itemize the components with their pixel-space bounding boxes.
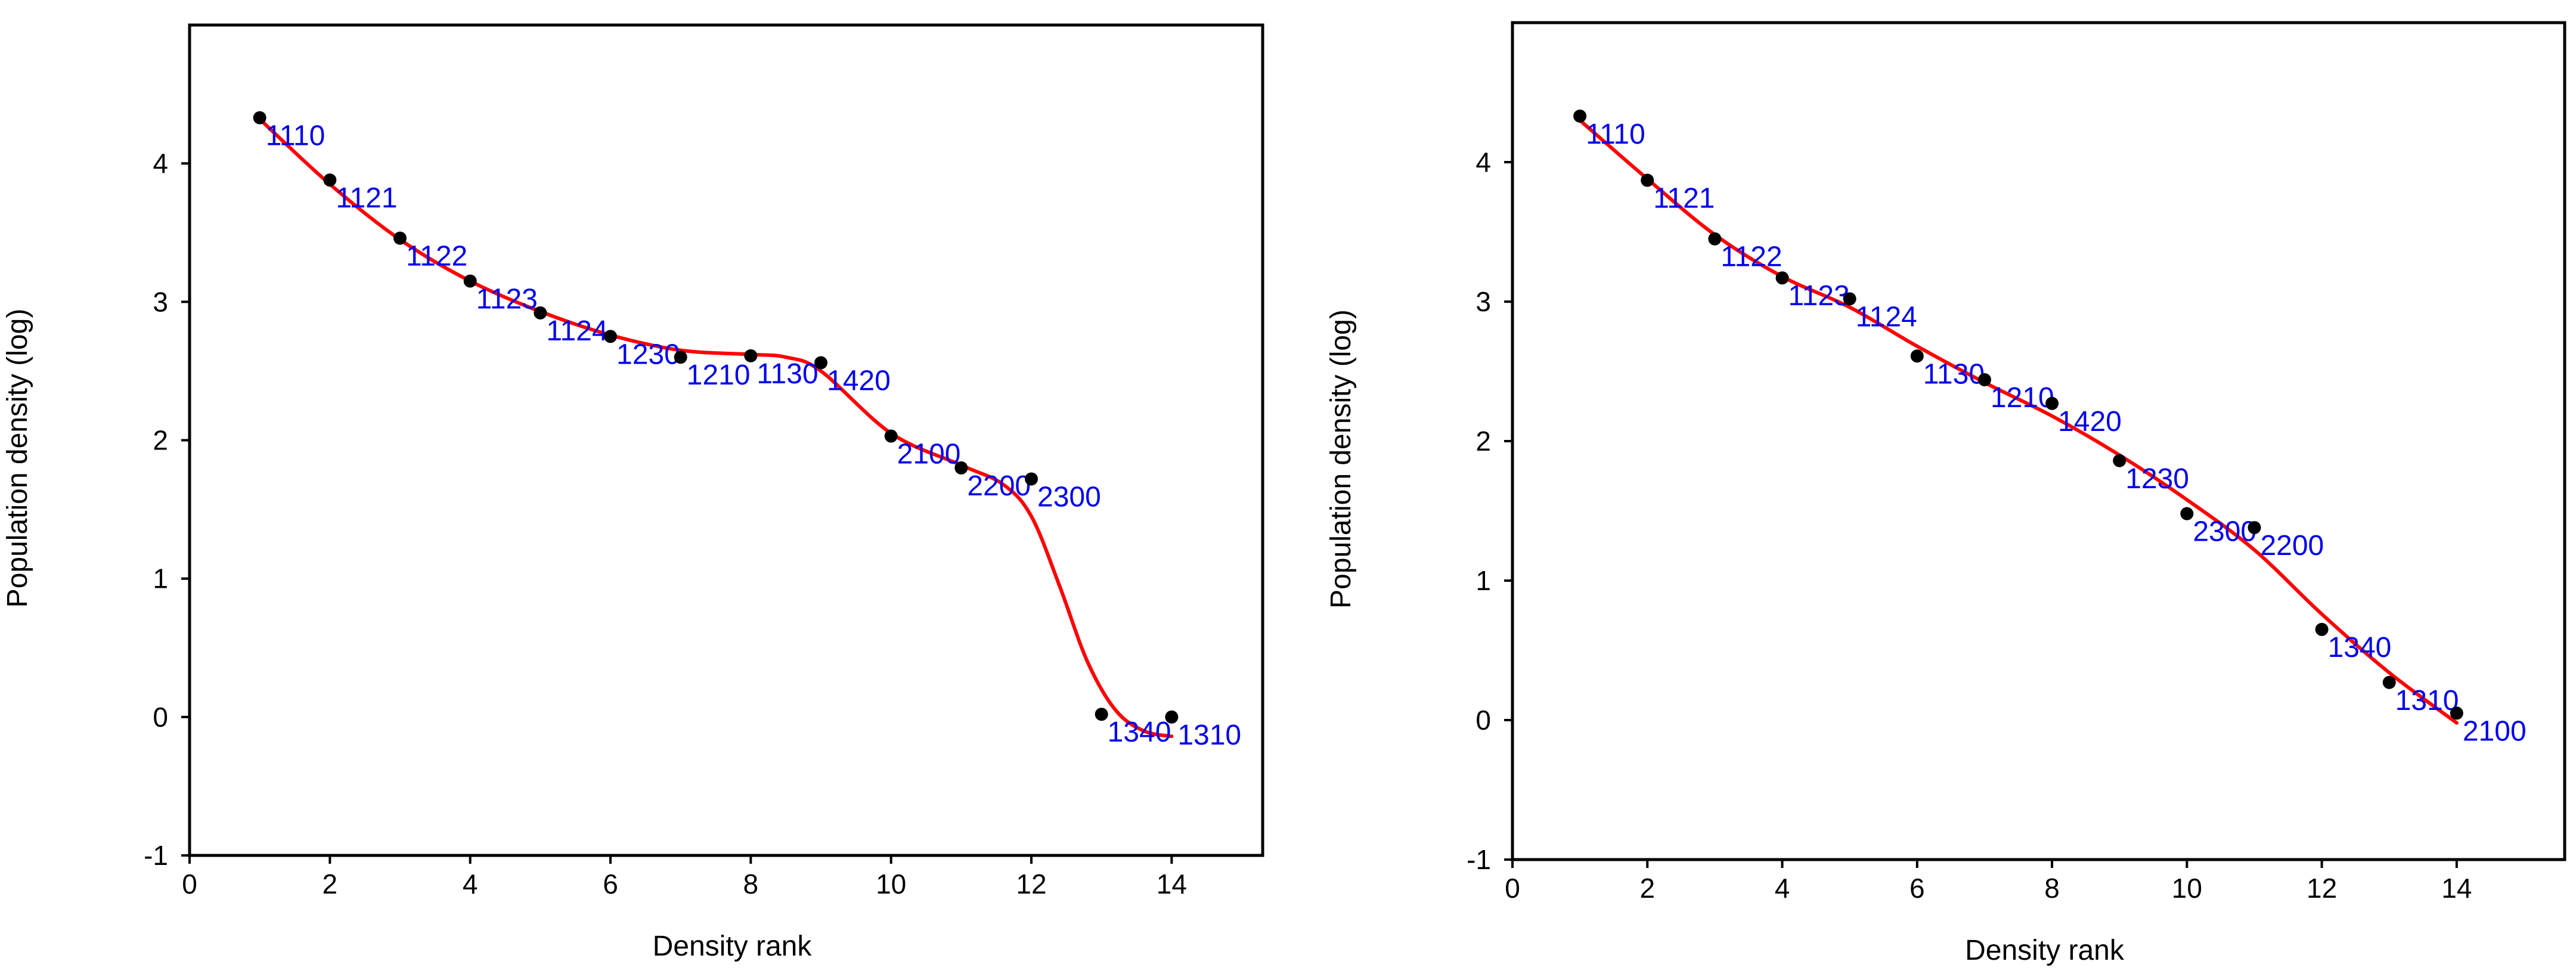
y-tick-label: 4: [1475, 147, 1491, 178]
data-point: [954, 461, 968, 475]
data-point-label: 1110: [266, 120, 326, 152]
x-tick-label: 6: [603, 869, 618, 900]
y-axis-title: Population density (log): [2, 309, 33, 608]
y-axis-title: Population density (log): [1325, 309, 1357, 609]
data-point: [1775, 271, 1789, 285]
x-tick-label: 4: [463, 869, 478, 900]
data-point-label: 1110: [1586, 119, 1645, 150]
data-point-label: 1124: [546, 315, 607, 347]
x-tick-label: 10: [2172, 873, 2202, 904]
data-point: [1977, 373, 1991, 387]
data-point-label: 1210: [1991, 382, 2054, 414]
data-point: [2450, 706, 2463, 720]
x-tick-label: 0: [182, 869, 197, 900]
data-point: [2045, 396, 2059, 410]
data-point-label: 1123: [1788, 280, 1850, 312]
data-point-label: 2300: [2193, 516, 2256, 548]
data-point-label: 1210: [687, 359, 751, 391]
data-point-label: 1230: [2125, 463, 2189, 495]
data-point: [463, 274, 477, 288]
data-point-label: 1130: [757, 358, 818, 390]
data-point: [604, 330, 617, 343]
data-point-label: 1121: [336, 182, 397, 214]
data-point-label: 1310: [2395, 685, 2459, 717]
y-tick-label: 2: [1475, 426, 1491, 457]
data-point-label: 1123: [476, 284, 538, 315]
data-point: [534, 306, 547, 320]
y-tick-label: 3: [153, 286, 168, 317]
y-tick-label: 1: [153, 563, 168, 594]
fit-curve: [258, 117, 1174, 739]
data-point: [253, 111, 266, 125]
x-tick-label: 8: [2044, 873, 2060, 904]
plot-frame: [1511, 21, 2566, 861]
data-point-label: 2100: [2463, 715, 2527, 747]
x-tick-label: 4: [1775, 873, 1790, 904]
data-point: [393, 231, 407, 245]
data-point: [1910, 349, 1924, 363]
data-point: [2113, 454, 2126, 467]
data-point-label: 2200: [2260, 530, 2324, 562]
data-point-label: 1130: [1923, 358, 1985, 390]
x-tick-label: 14: [2441, 873, 2472, 904]
data-point: [1095, 708, 1108, 721]
data-point: [814, 356, 827, 370]
plot-frame: [188, 23, 1264, 857]
y-tick-label: 4: [153, 148, 168, 179]
x-tick-label: 12: [1016, 869, 1046, 900]
x-tick-label: 8: [743, 869, 759, 900]
data-point: [323, 173, 337, 187]
data-point: [1708, 232, 1722, 246]
x-tick-label: 12: [2307, 873, 2337, 904]
data-point: [674, 351, 687, 364]
data-point-label: 1121: [1653, 182, 1715, 214]
data-point: [744, 349, 758, 362]
data-point-label: 1420: [827, 365, 891, 396]
data-point-label: 1340: [2328, 632, 2392, 663]
x-tick-label: 0: [1505, 873, 1520, 904]
x-axis-title: Density rank: [653, 931, 813, 962]
data-point: [2248, 521, 2261, 535]
data-point: [1165, 710, 1179, 724]
data-point: [1843, 292, 1856, 306]
data-point-label: 1230: [616, 339, 680, 370]
data-point: [1025, 472, 1038, 486]
x-tick-label: 2: [1639, 873, 1655, 904]
data-point: [2382, 675, 2396, 689]
data-point: [2180, 507, 2194, 520]
y-tick-label: 1: [1475, 565, 1491, 596]
data-point-label: 1124: [1856, 301, 1917, 333]
x-tick-label: 2: [323, 869, 338, 900]
y-tick-label: -1: [1467, 844, 1491, 875]
y-tick-label: 0: [153, 702, 168, 733]
data-point-label: 1420: [2058, 406, 2122, 438]
data-point-label: 1340: [1108, 717, 1171, 748]
x-tick-label: 14: [1157, 869, 1187, 900]
data-point-label: 2300: [1037, 482, 1101, 513]
data-point-label: 1310: [1177, 720, 1241, 751]
data-point-label: 1122: [406, 241, 467, 272]
data-point: [1641, 173, 1654, 187]
x-axis-title: Density rank: [1965, 935, 2125, 966]
y-tick-label: 2: [153, 425, 168, 456]
data-point-label: 2200: [967, 470, 1031, 502]
data-point: [2315, 622, 2329, 636]
data-point: [1573, 109, 1587, 123]
data-point: [884, 429, 898, 443]
x-tick-label: 10: [876, 869, 906, 900]
y-tick-label: 3: [1475, 286, 1491, 317]
data-point-label: 1122: [1721, 241, 1782, 273]
data-point-label: 2100: [897, 439, 961, 470]
y-tick-label: 0: [1475, 705, 1491, 736]
y-tick-label: -1: [144, 840, 168, 871]
x-tick-label: 6: [1909, 873, 1925, 904]
